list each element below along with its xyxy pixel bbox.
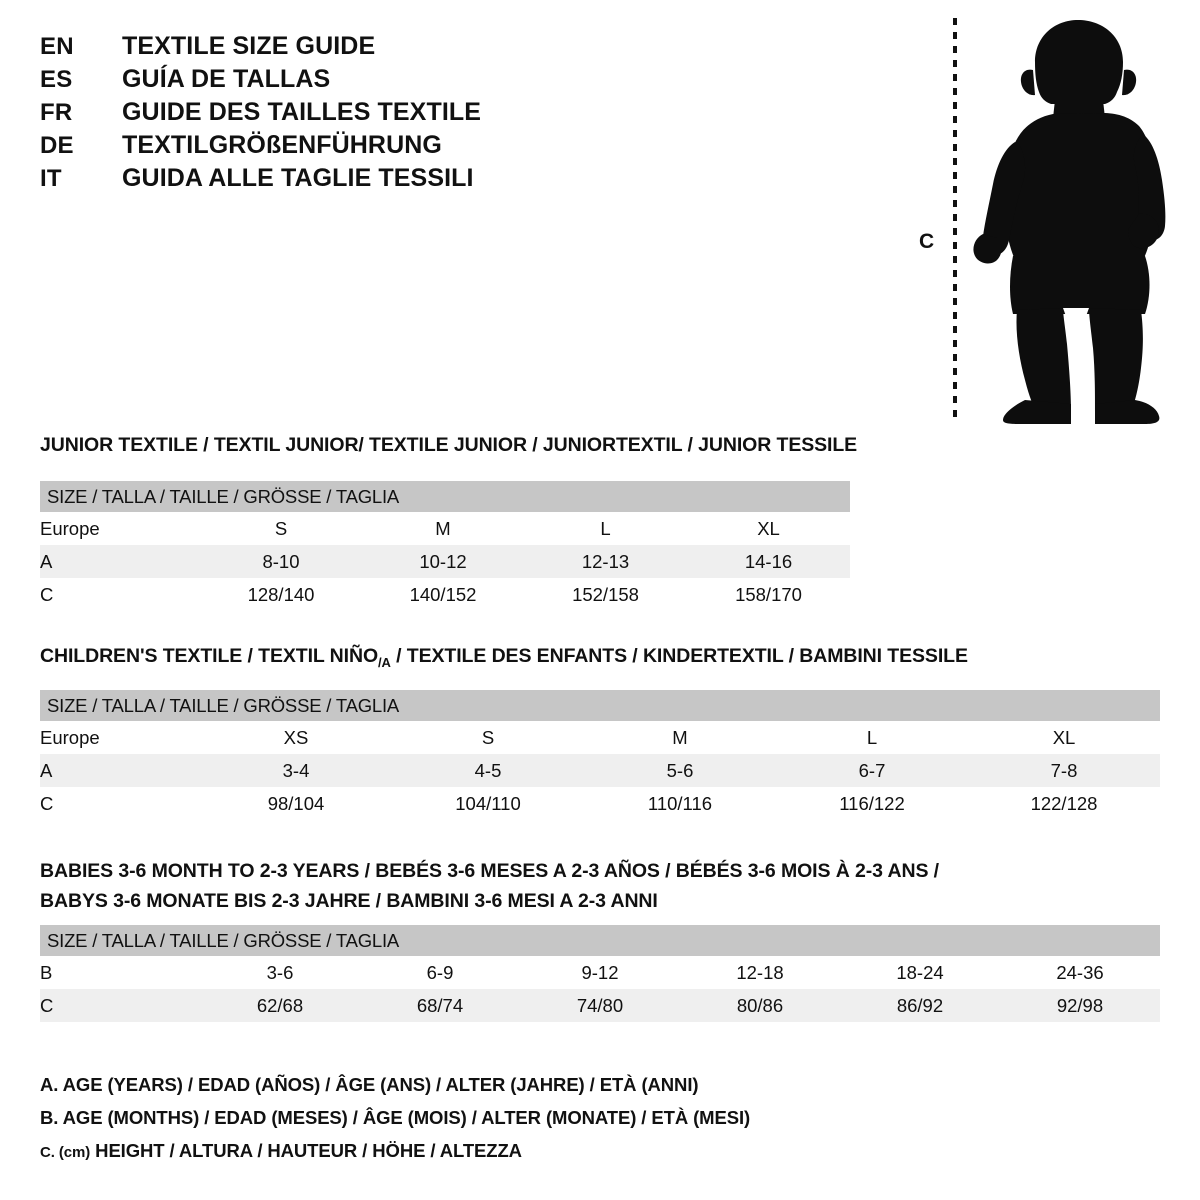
section-title-babies: BABIES 3-6 MONTH TO 2-3 YEARS / BEBÉS 3-… bbox=[40, 856, 1180, 916]
children-c-l: 116/122 bbox=[776, 787, 968, 820]
junior-c-l: 152/158 bbox=[524, 578, 687, 611]
junior-a-m: 10-12 bbox=[362, 545, 524, 578]
legend-line-a: A. AGE (YEARS) / EDAD (AÑOS) / ÂGE (ANS)… bbox=[40, 1074, 699, 1095]
height-diagram: C bbox=[905, 14, 1195, 424]
junior-size-bar-label: SIZE / TALLA / TAILLE / GRÖSSE / TAGLIA bbox=[40, 481, 851, 512]
babies-b-18-24: 18-24 bbox=[840, 956, 1000, 989]
children-a-s: 4-5 bbox=[392, 754, 584, 787]
junior-a-s: 8-10 bbox=[200, 545, 362, 578]
babies-c-18-24: 86/92 bbox=[840, 989, 1000, 1022]
junior-c-m: 140/152 bbox=[362, 578, 524, 611]
junior-size-bar-row: SIZE / TALLA / TAILLE / GRÖSSE / TAGLIA bbox=[40, 481, 851, 512]
language-header: EN TEXTILE SIZE GUIDE ES GUÍA DE TALLAS … bbox=[40, 32, 860, 197]
children-europe-l: L bbox=[776, 721, 968, 754]
junior-row-c: C 128/140 140/152 152/158 158/170 bbox=[40, 578, 851, 611]
babies-row-c: C 62/68 68/74 74/80 80/86 86/92 92/98 bbox=[40, 989, 1160, 1022]
babies-row-b: B 3-6 6-9 9-12 12-18 18-24 24-36 bbox=[40, 956, 1160, 989]
language-row-es: ES GUÍA DE TALLAS bbox=[40, 65, 860, 98]
legend-line-c-unit: C. (cm) bbox=[40, 1144, 91, 1161]
babies-b-3-6: 3-6 bbox=[200, 956, 360, 989]
language-code-it: IT bbox=[40, 165, 62, 192]
junior-europe-m: M bbox=[362, 512, 524, 545]
section-title-children-post: / TEXTILE DES ENFANTS / KINDERTEXTIL / B… bbox=[390, 645, 968, 667]
language-row-it: IT GUIDA ALLE TAGLIE TESSILI bbox=[40, 164, 860, 197]
children-row-europe: Europe XS S M L XL bbox=[40, 721, 1161, 754]
children-europe-m: M bbox=[584, 721, 776, 754]
junior-europe-xl: XL bbox=[687, 512, 851, 545]
children-europe-xl: XL bbox=[968, 721, 1161, 754]
children-a-xs: 3-4 bbox=[200, 754, 392, 787]
junior-row-label-a: A bbox=[40, 545, 200, 578]
junior-c-s: 128/140 bbox=[200, 578, 362, 611]
children-c-xs: 98/104 bbox=[200, 787, 392, 820]
children-row-c: C 98/104 104/110 110/116 116/122 122/128 bbox=[40, 787, 1161, 820]
children-size-bar-row: SIZE / TALLA / TAILLE / GRÖSSE / TAGLIA bbox=[40, 690, 1161, 721]
language-row-fr: FR GUIDE DES TAILLES TEXTILE bbox=[40, 98, 860, 131]
babies-size-bar-row: SIZE / TALLA / TAILLE / GRÖSSE / TAGLIA bbox=[40, 925, 1160, 956]
junior-row-europe: Europe S M L XL bbox=[40, 512, 851, 545]
babies-c-9-12: 74/80 bbox=[520, 989, 680, 1022]
children-a-xl: 7-8 bbox=[968, 754, 1161, 787]
babies-row-label-c: C bbox=[40, 989, 200, 1022]
babies-b-6-9: 6-9 bbox=[360, 956, 520, 989]
language-title-fr: GUIDE DES TAILLES TEXTILE bbox=[122, 98, 482, 126]
language-title-de: TEXTILGRÖßENFÜHRUNG bbox=[122, 131, 442, 159]
language-row-en: EN TEXTILE SIZE GUIDE bbox=[40, 32, 860, 65]
children-row-label-a: A bbox=[40, 754, 200, 787]
section-title-babies-line1: BABIES 3-6 MONTH TO 2-3 YEARS / BEBÉS 3-… bbox=[40, 860, 939, 882]
language-row-de: DE TEXTILGRÖßENFÜHRUNG bbox=[40, 131, 860, 164]
language-code-es: ES bbox=[40, 66, 73, 93]
language-code-en: EN bbox=[40, 33, 74, 60]
section-title-children: CHILDREN'S TEXTILE / TEXTIL NIÑO/A / TEX… bbox=[40, 645, 968, 670]
section-title-babies-line2: BABYS 3-6 MONATE BIS 2-3 JAHRE / BAMBINI… bbox=[40, 890, 658, 912]
junior-row-label-c: C bbox=[40, 578, 200, 611]
junior-a-l: 12-13 bbox=[524, 545, 687, 578]
legend-line-c-rest: HEIGHT / ALTURA / HAUTEUR / HÖHE / ALTEZ… bbox=[90, 1140, 522, 1161]
legend-line-c: C. (cm) HEIGHT / ALTURA / HAUTEUR / HÖHE… bbox=[40, 1134, 1040, 1167]
children-a-l: 6-7 bbox=[776, 754, 968, 787]
children-size-table: SIZE / TALLA / TAILLE / GRÖSSE / TAGLIA … bbox=[40, 690, 1161, 820]
children-size-bar-label: SIZE / TALLA / TAILLE / GRÖSSE / TAGLIA bbox=[40, 690, 1161, 721]
section-title-junior: JUNIOR TEXTILE / TEXTIL JUNIOR/ TEXTILE … bbox=[40, 434, 858, 456]
babies-b-24-36: 24-36 bbox=[1000, 956, 1160, 989]
language-code-de: DE bbox=[40, 132, 74, 159]
children-row-label-europe: Europe bbox=[40, 721, 200, 754]
babies-b-12-18: 12-18 bbox=[680, 956, 840, 989]
height-dotted-line bbox=[953, 18, 957, 418]
babies-row-label-b: B bbox=[40, 956, 200, 989]
babies-c-3-6: 62/68 bbox=[200, 989, 360, 1022]
section-title-children-pre: CHILDREN'S TEXTILE / TEXTIL NIÑO bbox=[40, 645, 379, 667]
junior-size-table: SIZE / TALLA / TAILLE / GRÖSSE / TAGLIA … bbox=[40, 481, 851, 611]
section-title-children-sub: /A bbox=[378, 654, 391, 670]
toddler-silhouette-icon bbox=[973, 20, 1166, 424]
children-row-a: A 3-4 4-5 5-6 6-7 7-8 bbox=[40, 754, 1161, 787]
babies-b-9-12: 9-12 bbox=[520, 956, 680, 989]
babies-size-table: SIZE / TALLA / TAILLE / GRÖSSE / TAGLIA … bbox=[40, 925, 1160, 1022]
children-c-m: 110/116 bbox=[584, 787, 776, 820]
junior-europe-s: S bbox=[200, 512, 362, 545]
children-a-m: 5-6 bbox=[584, 754, 776, 787]
language-title-en: TEXTILE SIZE GUIDE bbox=[122, 32, 376, 60]
language-code-fr: FR bbox=[40, 99, 73, 126]
children-europe-xs: XS bbox=[200, 721, 392, 754]
legend-block: A. AGE (YEARS) / EDAD (AÑOS) / ÂGE (ANS)… bbox=[40, 1068, 1040, 1167]
language-title-es: GUÍA DE TALLAS bbox=[122, 65, 331, 93]
junior-c-xl: 158/170 bbox=[687, 578, 851, 611]
height-marker-label: C bbox=[919, 230, 935, 253]
junior-europe-l: L bbox=[524, 512, 687, 545]
junior-row-a: A 8-10 10-12 12-13 14-16 bbox=[40, 545, 851, 578]
children-c-s: 104/110 bbox=[392, 787, 584, 820]
junior-row-label-europe: Europe bbox=[40, 512, 200, 545]
children-row-label-c: C bbox=[40, 787, 200, 820]
babies-c-24-36: 92/98 bbox=[1000, 989, 1160, 1022]
babies-size-bar-label: SIZE / TALLA / TAILLE / GRÖSSE / TAGLIA bbox=[40, 925, 1160, 956]
legend-line-b: B. AGE (MONTHS) / EDAD (MESES) / ÂGE (MO… bbox=[40, 1107, 751, 1128]
language-title-it: GUIDA ALLE TAGLIE TESSILI bbox=[122, 164, 474, 192]
babies-c-6-9: 68/74 bbox=[360, 989, 520, 1022]
children-europe-s: S bbox=[392, 721, 584, 754]
children-c-xl: 122/128 bbox=[968, 787, 1161, 820]
babies-c-12-18: 80/86 bbox=[680, 989, 840, 1022]
junior-a-xl: 14-16 bbox=[687, 545, 851, 578]
